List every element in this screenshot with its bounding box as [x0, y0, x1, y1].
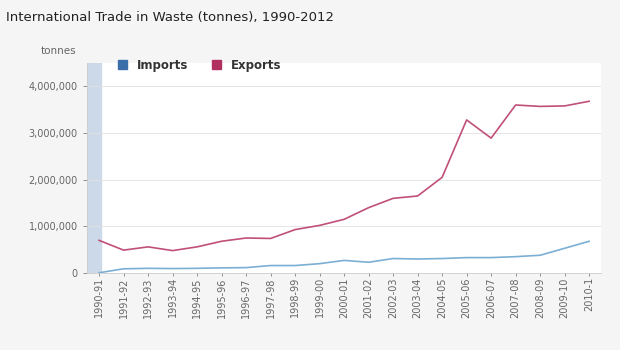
Exports — [561, 104, 569, 108]
Exports — [144, 245, 152, 249]
Exports — [340, 217, 348, 222]
Exports — [242, 236, 250, 240]
Imports — [512, 254, 520, 259]
Imports — [193, 266, 201, 271]
Legend: Imports, Exports: Imports, Exports — [113, 54, 286, 77]
Imports — [561, 246, 569, 250]
Exports — [585, 99, 593, 103]
Imports — [120, 267, 127, 271]
Imports — [365, 260, 373, 264]
Imports — [463, 256, 471, 260]
Imports — [585, 239, 593, 243]
Imports — [218, 266, 225, 270]
Exports — [316, 223, 323, 228]
Exports — [438, 175, 446, 180]
Exports — [218, 239, 225, 243]
Imports — [438, 257, 446, 261]
Exports — [95, 238, 103, 243]
Exports — [120, 248, 127, 252]
Line: Imports: Imports — [99, 241, 589, 273]
Imports — [340, 258, 348, 262]
Line: Exports: Exports — [99, 101, 589, 251]
Imports — [316, 261, 323, 266]
Exports — [193, 245, 201, 249]
Text: tonnes: tonnes — [40, 46, 76, 56]
Imports — [414, 257, 422, 261]
Text: International Trade in Waste (tonnes), 1990-2012: International Trade in Waste (tonnes), 1… — [6, 10, 334, 23]
Imports — [144, 266, 152, 271]
Imports — [242, 266, 250, 270]
Imports — [536, 253, 544, 257]
Exports — [414, 194, 422, 198]
Imports — [267, 264, 274, 268]
Exports — [291, 228, 299, 232]
Exports — [267, 236, 274, 240]
Imports — [95, 271, 103, 275]
Exports — [365, 205, 373, 210]
Imports — [389, 257, 397, 261]
Bar — [87, 63, 101, 273]
Exports — [463, 118, 471, 122]
Imports — [169, 266, 176, 271]
Exports — [536, 104, 544, 108]
Exports — [487, 136, 495, 140]
Exports — [512, 103, 520, 107]
Exports — [389, 196, 397, 201]
Imports — [487, 256, 495, 260]
Imports — [291, 264, 299, 268]
Exports — [169, 248, 176, 253]
